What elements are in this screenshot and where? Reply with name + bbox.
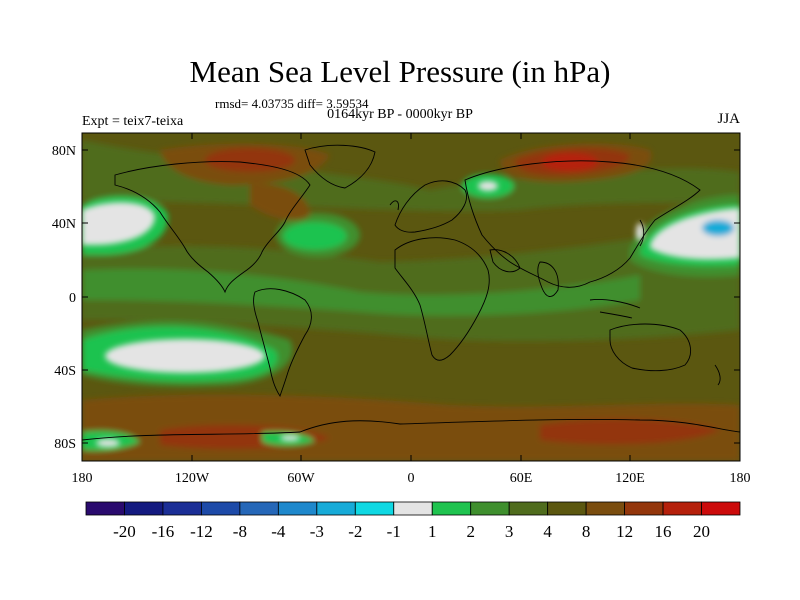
contour-near-zero — [478, 181, 498, 191]
plot-title: Mean Sea Level Pressure (in hPa) — [189, 54, 611, 89]
colorbar-label: 8 — [582, 522, 591, 541]
season-label: JJA — [717, 111, 740, 127]
contour-near-zero — [82, 202, 155, 245]
colorbar-swatch — [85, 501, 125, 516]
colorbar-swatch — [662, 501, 702, 516]
coastline-indonesia — [589, 299, 641, 319]
coastlines — [82, 144, 740, 441]
coastline-arabia — [489, 249, 521, 273]
contour-high-16 — [205, 148, 295, 172]
coastline-antarctica — [82, 419, 740, 441]
lat-tick-label: 0 — [69, 291, 76, 306]
colorbar-swatch — [701, 501, 741, 516]
colorbar-label: -16 — [152, 522, 175, 541]
lon-tick-label: 60W — [287, 471, 315, 486]
lon-tick-label: 120W — [175, 471, 210, 486]
contour-high-12 — [250, 184, 310, 221]
lat-tick-label: 40S — [54, 364, 76, 379]
coastline-new-zealand — [714, 364, 721, 386]
contour-near-zero — [96, 439, 120, 447]
contour-near-zero — [636, 223, 644, 241]
lon-tick-label: 60E — [510, 471, 533, 486]
colorbar-swatch — [470, 501, 510, 516]
coastline-greenland — [304, 144, 376, 189]
coastline-japan — [639, 219, 645, 247]
colorbar-swatch — [239, 501, 279, 516]
lat-tick-label: 80N — [52, 144, 76, 159]
colorbar-label: 20 — [693, 522, 710, 541]
contour-high-20 — [542, 153, 598, 171]
contour-band-2 — [283, 222, 347, 250]
contour-near-zero — [105, 339, 265, 373]
contour-near-zero — [280, 435, 300, 441]
colorbar-label: 1 — [428, 522, 437, 541]
colorbar-swatch — [624, 501, 664, 516]
lon-tick-label: 180 — [72, 471, 93, 486]
coastline-australia — [609, 323, 691, 372]
lon-tick-label: 0 — [408, 471, 415, 486]
colorbar-swatch — [431, 501, 472, 516]
colorbar-label: 16 — [655, 522, 672, 541]
colorbar-label: -1 — [387, 522, 401, 541]
coastline-asia — [464, 160, 701, 288]
contour-band-3 — [82, 268, 640, 316]
lat-tick-label: 40N — [52, 217, 76, 232]
latitude-axis: 80N 40N 0 40S 80S — [52, 144, 740, 452]
coastline-south-america — [253, 288, 312, 398]
coastline-india — [537, 261, 559, 297]
colorbar-label: -4 — [271, 522, 286, 541]
colorbar-label: 3 — [505, 522, 514, 541]
coastline-africa — [394, 237, 490, 361]
colorbar-swatch — [162, 501, 202, 516]
longitude-axis: 180 120W 60W 0 60E 120E 180 — [72, 133, 751, 486]
lat-tick-label: 80S — [54, 437, 76, 452]
colorbar-swatch — [201, 501, 241, 516]
colorbar-swatch — [547, 501, 587, 516]
stats-label: rmsd= 4.03735 diff= 3.59534 — [215, 96, 369, 111]
colorbar-swatch — [354, 501, 395, 516]
colorbar: -20 -16 -12 -8 -4 -3 -2 -1 1 2 3 4 8 12 16 20 — [85, 501, 741, 541]
experiment-label: Expt = teix7-teixa — [82, 114, 184, 129]
coastline-europe — [394, 180, 467, 233]
colorbar-label: 12 — [616, 522, 633, 541]
contour-low-band — [82, 235, 740, 342]
colorbar-label: -20 — [113, 522, 136, 541]
time-range-label: 0164kyr BP - 0000kyr BP — [327, 107, 473, 122]
colorbar-swatch — [508, 501, 549, 516]
colorbar-swatch — [277, 501, 318, 516]
colorbar-label: 4 — [543, 522, 552, 541]
colorbar-label: -8 — [233, 522, 247, 541]
colorbar-swatch — [393, 501, 433, 516]
lon-tick-label: 120E — [615, 471, 645, 486]
coastline-uk — [389, 200, 399, 211]
lon-tick-label: 180 — [730, 471, 751, 486]
colorbar-swatch — [124, 501, 164, 516]
colorbar-swatch — [585, 501, 625, 516]
contour-low-band — [82, 140, 740, 212]
colorbar-label: -12 — [190, 522, 213, 541]
coastline-north-america — [114, 161, 311, 294]
colorbar-label: -3 — [310, 522, 324, 541]
contour-minus-2 — [702, 220, 734, 236]
colorbar-label: -2 — [348, 522, 362, 541]
contour-high-16 — [540, 418, 720, 445]
colorbar-swatch — [316, 501, 356, 516]
pressure-field — [82, 133, 740, 461]
colorbar-label: 2 — [466, 522, 475, 541]
